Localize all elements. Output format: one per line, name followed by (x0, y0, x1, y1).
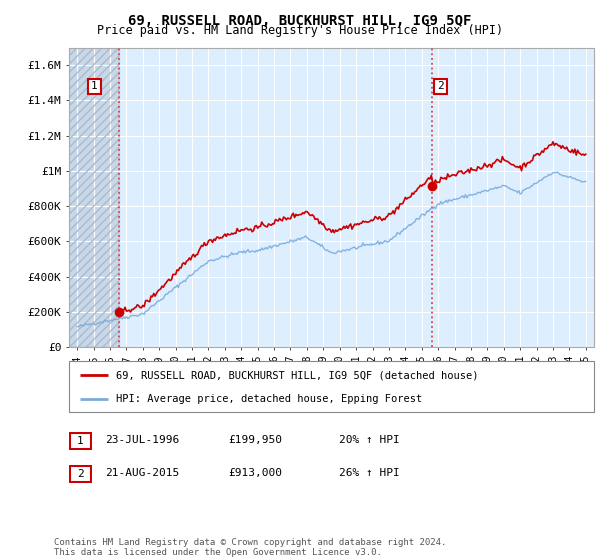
Bar (69, 48, 119, 347)
Text: 69, RUSSELL ROAD, BUCKHURST HILL, IG9 5QF: 69, RUSSELL ROAD, BUCKHURST HILL, IG9 5Q… (128, 14, 472, 28)
Text: Price paid vs. HM Land Registry's House Price Index (HPI): Price paid vs. HM Land Registry's House … (97, 24, 503, 37)
Text: HPI: Average price, detached house, Epping Forest: HPI: Average price, detached house, Eppi… (116, 394, 422, 404)
Text: £913,000: £913,000 (228, 468, 282, 478)
Text: 26% ↑ HPI: 26% ↑ HPI (339, 468, 400, 478)
Text: 1: 1 (77, 436, 84, 446)
Text: 2: 2 (437, 81, 444, 91)
Text: Contains HM Land Registry data © Crown copyright and database right 2024.
This d: Contains HM Land Registry data © Crown c… (54, 538, 446, 557)
Text: £199,950: £199,950 (228, 435, 282, 445)
Text: 1: 1 (91, 81, 98, 91)
Text: 69, RUSSELL ROAD, BUCKHURST HILL, IG9 5QF (detached house): 69, RUSSELL ROAD, BUCKHURST HILL, IG9 5Q… (116, 370, 479, 380)
Text: 20% ↑ HPI: 20% ↑ HPI (339, 435, 400, 445)
Text: 2: 2 (77, 469, 84, 479)
Text: 23-JUL-1996: 23-JUL-1996 (105, 435, 179, 445)
Bar (69, 48, 119, 347)
Text: 21-AUG-2015: 21-AUG-2015 (105, 468, 179, 478)
